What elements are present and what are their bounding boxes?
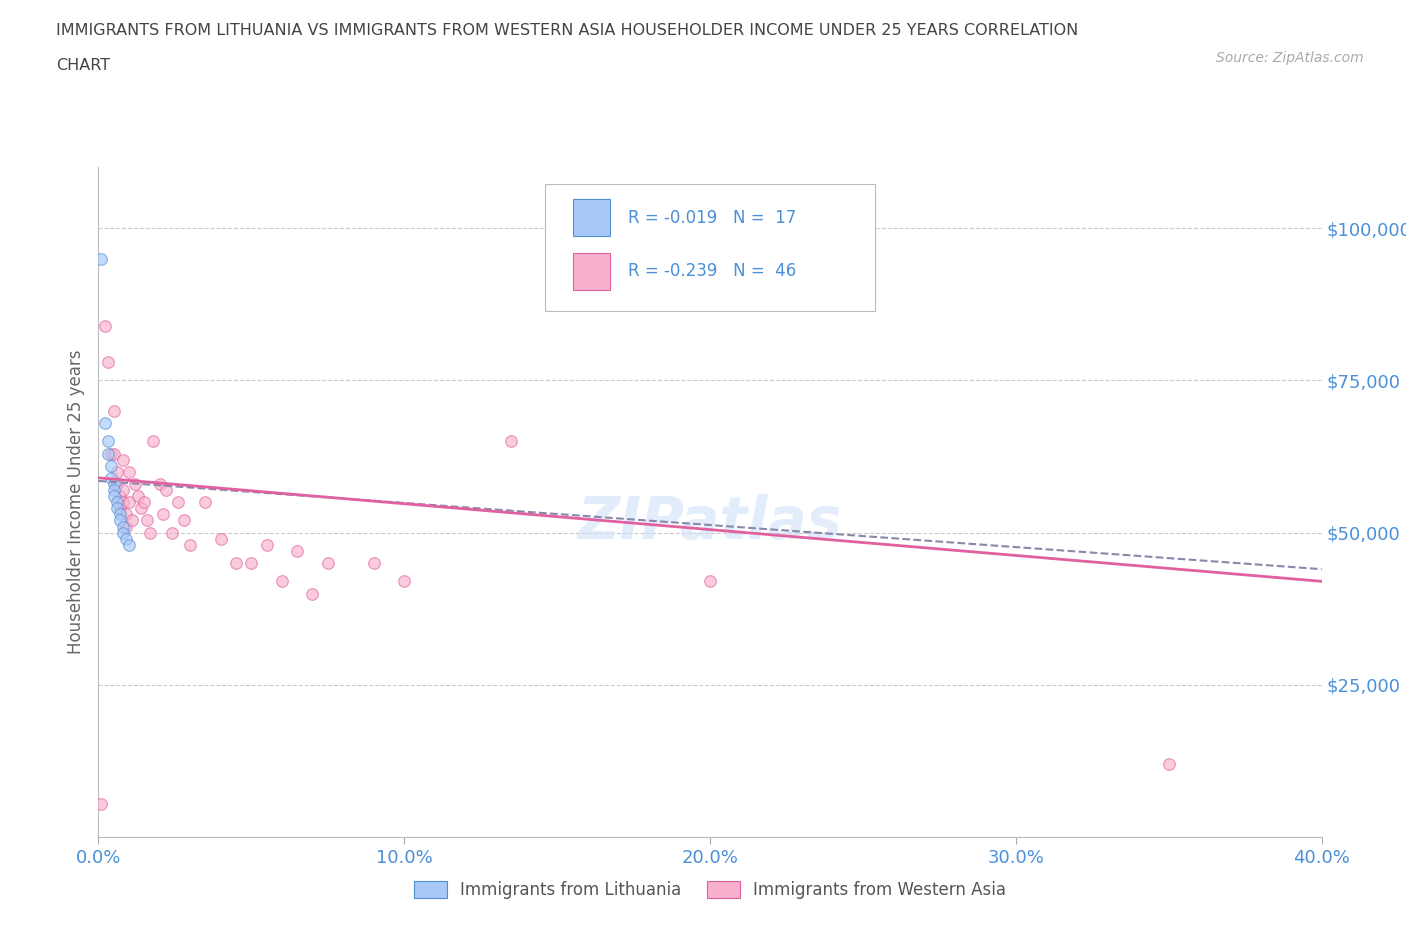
Point [93,318,115,333]
Point [103,483,125,498]
Point [139,525,162,540]
Legend: Immigrants from Lithuania, Immigrants from Western Asia: Immigrants from Lithuania, Immigrants fr… [408,874,1012,906]
Point [97,434,120,449]
Point [142,434,165,449]
Point [127,488,149,503]
Point [152,507,174,522]
Point [136,513,159,528]
Point [103,476,125,491]
Point [115,507,138,522]
Text: CHART: CHART [56,58,110,73]
Point [115,519,138,534]
Text: ZIPatlas: ZIPatlas [578,494,842,551]
Point [105,476,128,491]
Point [108,513,131,528]
Point [392,574,416,589]
Point [160,525,183,540]
Point [111,495,134,510]
Point [270,574,292,589]
Point [118,464,141,479]
Point [90,796,112,811]
Point [179,538,201,552]
Point [167,495,190,510]
Point [173,513,195,528]
Point [699,574,721,589]
Point [209,531,232,546]
Point [316,555,339,570]
Point [149,476,172,491]
Point [97,354,120,369]
Point [103,404,125,418]
Point [103,488,125,503]
Point [93,416,115,431]
Point [118,538,141,552]
Bar [574,253,610,289]
Point [105,464,128,479]
Point [105,501,128,516]
Bar [574,199,610,236]
Point [240,555,263,570]
Text: Source: ZipAtlas.com: Source: ZipAtlas.com [1216,51,1364,65]
Point [363,555,385,570]
Point [124,476,146,491]
Text: IMMIGRANTS FROM LITHUANIA VS IMMIGRANTS FROM WESTERN ASIA HOUSEHOLDER INCOME UND: IMMIGRANTS FROM LITHUANIA VS IMMIGRANTS … [56,23,1078,38]
Point [129,501,152,516]
Text: R = -0.019   N =  17: R = -0.019 N = 17 [628,208,796,227]
Point [301,586,323,601]
FancyBboxPatch shape [546,184,875,312]
Point [111,525,134,540]
Point [100,458,122,473]
Point [111,483,134,498]
Point [285,543,308,558]
Point [501,434,523,449]
Point [108,507,131,522]
Point [105,495,128,510]
Point [108,501,131,516]
Point [100,471,122,485]
Point [111,452,134,467]
Y-axis label: Householder Income Under 25 years: Householder Income Under 25 years [66,350,84,655]
Point [111,519,134,534]
Point [100,446,122,461]
Point [97,446,120,461]
Point [90,251,112,266]
Point [194,495,217,510]
Text: R = -0.239   N =  46: R = -0.239 N = 46 [628,262,796,280]
Point [115,531,138,546]
Point [121,513,143,528]
Point [225,555,247,570]
Point [155,483,177,498]
Point [1157,756,1180,771]
Point [103,446,125,461]
Point [256,538,278,552]
Point [108,488,131,503]
Point [134,495,156,510]
Point [118,495,141,510]
